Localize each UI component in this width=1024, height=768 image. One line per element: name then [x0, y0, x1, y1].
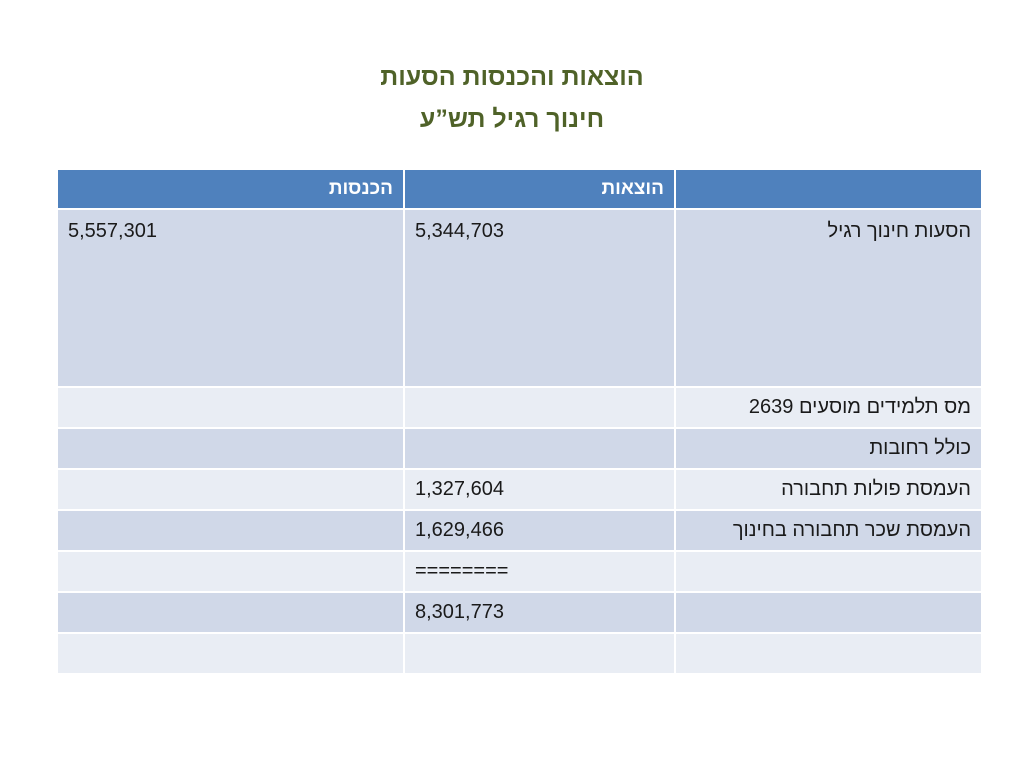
table-header-row: הוצאות הכנסות [56, 168, 983, 210]
row-expenses: ======== [403, 550, 676, 593]
budget-table: הוצאות הכנסות הסעות חינוך רגיל 5,344,703… [56, 168, 983, 675]
row-income [56, 632, 405, 675]
row-expenses [403, 427, 676, 470]
table-row: העמסת שכר תחבורה בחינוך 1,629,466 [56, 509, 983, 552]
row-expenses [403, 632, 676, 675]
table-row: 8,301,773 [56, 591, 983, 634]
table-row: העמסת פולות תחבורה 1,327,604 [56, 468, 983, 511]
table-row: כולל רחובות [56, 427, 983, 470]
row-income: 5,557,301 [56, 208, 405, 388]
title-line-2: חינוך רגיל תש”ע [419, 105, 605, 133]
row-income [56, 468, 405, 511]
table-row: מס תלמידים מוסעים 2639 [56, 386, 983, 429]
table-row: ======== [56, 550, 983, 593]
row-income [56, 591, 405, 634]
row-expenses: 1,629,466 [403, 509, 676, 552]
header-expenses: הוצאות [403, 168, 676, 210]
row-label [674, 550, 983, 593]
row-label: העמסת שכר תחבורה בחינוך [674, 509, 983, 552]
row-label [674, 632, 983, 675]
row-income [56, 427, 405, 470]
header-income: הכנסות [56, 168, 405, 210]
row-label: מס תלמידים מוסעים 2639 [674, 386, 983, 429]
row-label: הסעות חינוך רגיל [674, 208, 983, 388]
header-label-column [674, 168, 983, 210]
row-income [56, 509, 405, 552]
row-expenses: 5,344,703 [403, 208, 676, 388]
row-label: העמסת פולות תחבורה [674, 468, 983, 511]
row-expenses: 8,301,773 [403, 591, 676, 634]
table-row: הסעות חינוך רגיל 5,344,703 5,557,301 [56, 208, 983, 388]
slide-title: הוצאות והכנסות הסעות חינוך רגיל תש”ע [0, 56, 1024, 140]
title-line-1: הוצאות והכנסות הסעות [380, 63, 644, 91]
row-expenses: 1,327,604 [403, 468, 676, 511]
row-label: כולל רחובות [674, 427, 983, 470]
row-expenses [403, 386, 676, 429]
row-label [674, 591, 983, 634]
row-income [56, 550, 405, 593]
row-income [56, 386, 405, 429]
table-row [56, 632, 983, 675]
